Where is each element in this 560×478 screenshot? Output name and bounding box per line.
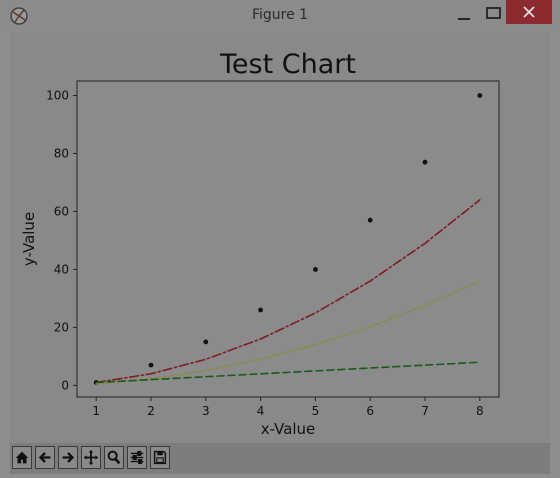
series-0-point	[313, 267, 318, 272]
x-tick-label: 1	[92, 404, 100, 418]
x-tick-label: 3	[202, 404, 210, 418]
y-tick-label: 100	[46, 88, 69, 102]
close-icon	[523, 6, 535, 18]
series-0-point	[258, 307, 263, 313]
figure-canvas[interactable]: Test Chart 1 2 3 4 5 6 7 8 0 20 40 60 80 100 x-Value y-V…	[10, 32, 550, 443]
series-0-point	[422, 159, 428, 165]
series-2-line	[95, 280, 481, 385]
back-arrow-icon	[38, 452, 51, 463]
series-3-line	[95, 361, 481, 384]
y-tick-label: 0	[61, 378, 69, 392]
chart-title: Test Chart	[219, 49, 356, 80]
x-tick-label: 2	[147, 404, 155, 418]
zoom-button[interactable]	[104, 446, 124, 469]
save-button[interactable]	[150, 446, 170, 469]
plot-area	[76, 80, 500, 398]
x-tick-label: 4	[257, 404, 265, 418]
x-tick-label: 5	[312, 404, 320, 418]
y-tick-label: 20	[54, 320, 69, 334]
close-button[interactable]	[506, 0, 552, 24]
save-icon	[153, 450, 167, 465]
x-tick-label: 6	[366, 404, 374, 418]
maximize-button[interactable]	[478, 0, 510, 28]
configure-subplots-button[interactable]	[127, 446, 147, 469]
series-0-point	[148, 362, 154, 368]
series-0-point	[367, 217, 373, 223]
y-tick-label: 80	[54, 146, 69, 160]
back-button[interactable]	[35, 446, 55, 469]
subplots-config-icon	[130, 450, 144, 465]
forward-arrow-icon	[62, 452, 75, 463]
y-tick-label: 40	[54, 262, 69, 276]
matplotlib-icon	[10, 7, 28, 25]
home-button[interactable]	[12, 446, 32, 469]
x-tick-label: 7	[421, 404, 429, 418]
x-tick-label: 8	[476, 404, 484, 418]
forward-button[interactable]	[58, 446, 78, 469]
pan-button[interactable]	[81, 446, 101, 469]
y-axis-label: y-Value	[20, 212, 38, 266]
y-tick-label: 60	[54, 204, 69, 218]
navigation-toolbar	[10, 443, 550, 474]
series-0-point	[477, 93, 483, 98]
pan-icon	[83, 449, 99, 466]
maximize-icon	[486, 7, 501, 19]
zoom-icon	[107, 450, 121, 465]
series-1-line	[95, 199, 481, 384]
window-title: Figure 1	[251, 7, 309, 23]
minimize-button[interactable]	[448, 0, 480, 28]
home-icon	[15, 451, 29, 464]
series-0-point	[203, 339, 209, 345]
title-bar[interactable]: Figure 1	[0, 0, 560, 31]
x-axis-label: x-Value	[261, 420, 316, 438]
